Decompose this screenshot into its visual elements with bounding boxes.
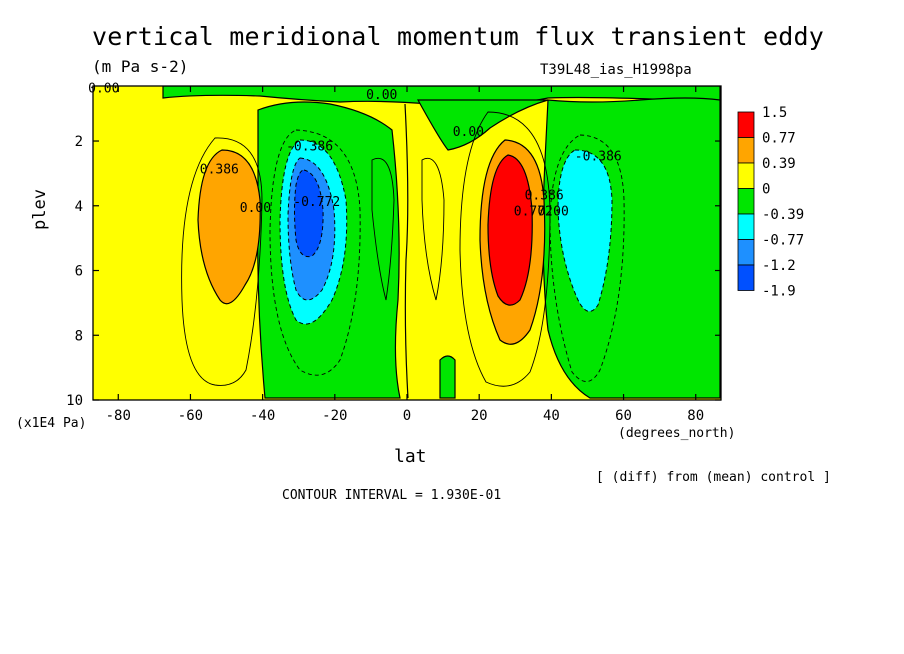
pos-core-north-red (487, 154, 533, 306)
pos-core-south (197, 149, 261, 305)
contour-near-equator (371, 157, 395, 301)
y-tick-label: 6 (75, 264, 83, 280)
y-axis-units: (x1E4 Pa) (16, 416, 87, 431)
neg-region-equator (416, 99, 549, 151)
colorbar-label: -0.77 (762, 233, 804, 249)
colorbar: 1.5 0.77 0.39 0 -0.39 -0.77 -1.2 -1.9 (737, 105, 804, 300)
x-tick-label: -20 (322, 408, 347, 424)
neg-core-south-dark (294, 169, 324, 258)
contour-label: 0.00 (453, 125, 484, 140)
neg-region-top (162, 86, 721, 106)
colorbar-swatch (737, 137, 755, 164)
contour-interval: CONTOUR INTERVAL = 1.930E-01 (282, 488, 502, 503)
colorbar-label: 0.39 (762, 156, 796, 172)
x-tick-label: 60 (615, 408, 632, 424)
contour-label: -0.772 (293, 195, 340, 210)
difference-note: [ (diff) from (mean) control ] (596, 470, 831, 485)
outer-contour-north (459, 111, 551, 387)
colorbar-label: 0.77 (762, 131, 796, 147)
x-tick-label: -60 (178, 408, 203, 424)
outer-contour-south (181, 137, 263, 386)
y-tick-label: 10 (66, 393, 83, 409)
x-axis-label: lat (394, 446, 427, 467)
neg-region-small (439, 355, 456, 399)
colorbar-swatch (737, 239, 755, 266)
contour-label: 0.386 (525, 188, 564, 203)
contour-label: 0.772 (514, 204, 553, 219)
colorbar-swatch (737, 188, 755, 215)
x-tick-label: -40 (250, 408, 275, 424)
colorbar-swatch (737, 264, 755, 291)
colorbar-label: 1.5 (762, 105, 787, 121)
contour-label: 0.00 (88, 81, 119, 96)
contour-near-equator-north (421, 157, 445, 301)
x-tick-label: 0 (403, 408, 411, 424)
x-axis: -80 -60 -40 -20 0 20 40 60 80 (106, 86, 704, 424)
chart-units: (m Pa s-2) (92, 57, 189, 76)
x-axis-units: (degrees_north) (618, 426, 736, 441)
neg-core-north (557, 149, 613, 312)
contour-label: 0.00 (538, 204, 569, 219)
experiment-label: T39L48_ias_H1998pa (540, 62, 692, 78)
y-tick-label: 8 (75, 328, 83, 344)
colorbar-label: -1.9 (762, 284, 796, 300)
y-tick-label: 4 (75, 199, 83, 215)
contour-label: -0.386 (286, 140, 333, 155)
contour-field (93, 86, 721, 400)
contour-label: 0.00 (366, 88, 397, 103)
colorbar-swatch (737, 213, 755, 240)
contour-label: 0.00 (240, 201, 271, 216)
colorbar-label: 0 (762, 182, 770, 198)
contour-labels: 0.00 0.000.000.3860.00-0.386-0.7720.7720.… (88, 81, 622, 219)
x-tick-label: 40 (543, 408, 560, 424)
y-axis: 2 4 6 8 10 (66, 134, 721, 409)
colorbar-label: -0.39 (762, 207, 804, 223)
outer-contour-north-neg (549, 134, 625, 382)
colorbar-swatch (737, 162, 755, 189)
inner-contour-south-neg (269, 129, 361, 376)
zero-line-equator (404, 103, 409, 399)
contour-label: 0.386 (200, 162, 239, 177)
chart-title: vertical meridional momentum flux transi… (92, 22, 825, 51)
x-tick-label: -80 (106, 408, 131, 424)
colorbar-swatch (737, 111, 755, 138)
x-tick-label: 80 (687, 408, 704, 424)
contour-label: -0.386 (575, 149, 622, 164)
colorbar-label: -1.2 (762, 258, 796, 274)
x-tick-label: 20 (471, 408, 488, 424)
y-tick-label: 2 (75, 134, 83, 150)
